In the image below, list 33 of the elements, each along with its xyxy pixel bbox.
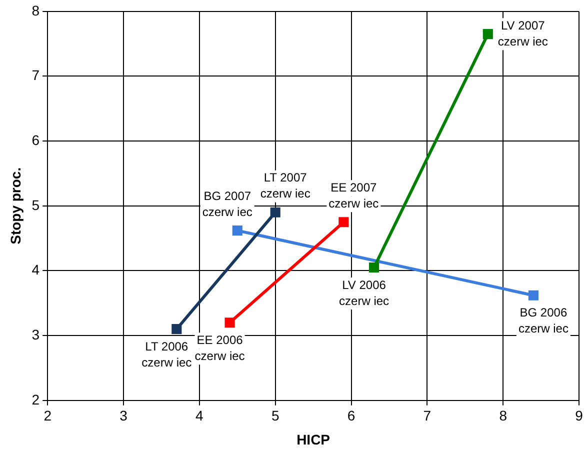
- x-tick-label: 7: [423, 408, 432, 424]
- x-tick-label: 8: [499, 408, 508, 424]
- point: [482, 29, 493, 40]
- x-tick-label: 9: [575, 408, 584, 424]
- annotation: BG 2007 czerw iec: [202, 188, 252, 219]
- point: [224, 318, 235, 328]
- y-tick-label: 2: [32, 391, 40, 408]
- y-tick-label: 3: [32, 326, 40, 342]
- annotation: BG 2006 czerw iec: [518, 306, 568, 336]
- x-axis-title: HICP: [296, 431, 330, 448]
- point: [338, 217, 349, 228]
- point: [172, 324, 182, 334]
- x-tick-label: 6: [347, 408, 356, 424]
- annotation: EE 2007 czerw iec: [328, 180, 379, 210]
- annotation: LT 2007 czerw iec: [260, 170, 310, 201]
- annotation: EE 2006 czerw iec: [194, 332, 245, 363]
- point: [232, 226, 242, 236]
- y-tick-label: 4: [32, 262, 40, 278]
- annotation: LV 2007 czerw iec: [498, 18, 548, 48]
- x-tick-label: 5: [271, 408, 280, 424]
- x-tick-label: 2: [44, 408, 52, 424]
- annotation: LT 2006 czerw iec: [142, 339, 192, 370]
- y-tick-label: 6: [32, 132, 40, 148]
- point: [270, 207, 280, 218]
- y-tick-label: 5: [32, 196, 40, 213]
- point: [528, 290, 538, 300]
- y-tick-label: 8: [32, 2, 40, 18]
- y-tick-label: 7: [32, 67, 40, 84]
- point: [368, 262, 380, 273]
- x-tick-label: 3: [120, 408, 128, 424]
- y-axis-title: Stopy proc.: [7, 167, 24, 244]
- x-tick-label: 4: [196, 408, 204, 424]
- annotation: LV 2006 czerw iec: [339, 278, 390, 308]
